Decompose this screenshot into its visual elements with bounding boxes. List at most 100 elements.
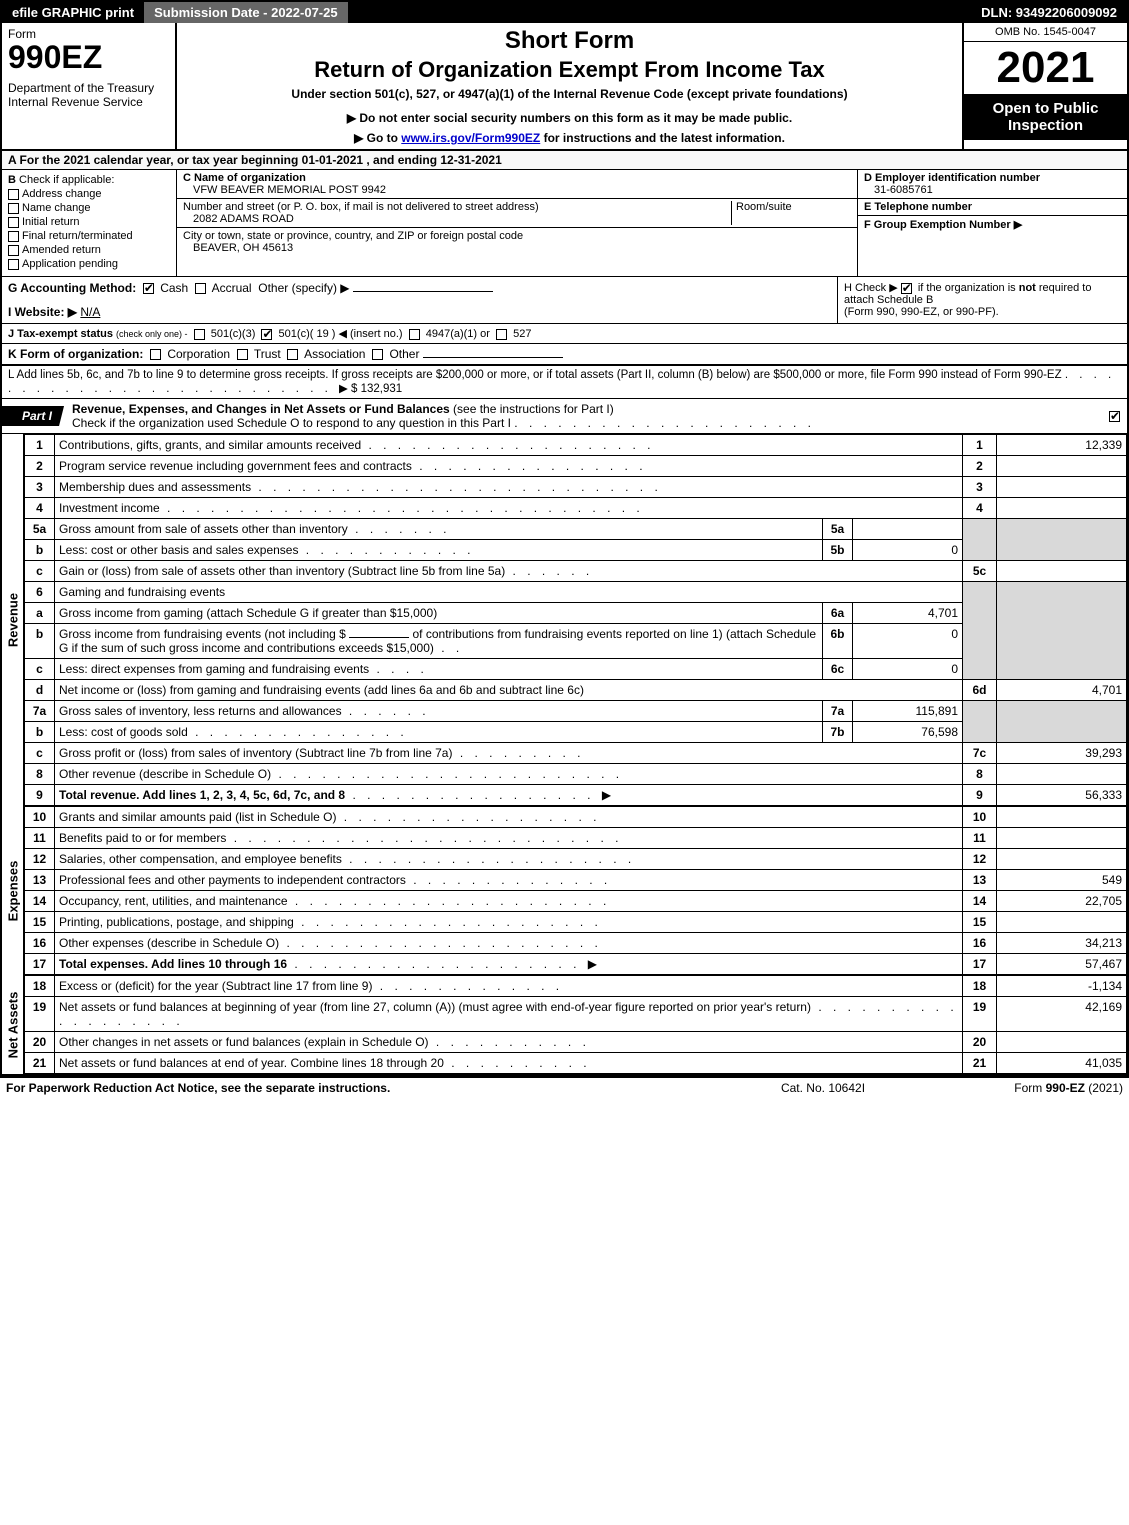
header-mid: Short Form Return of Organization Exempt… [177, 23, 962, 149]
netassets-side-label: Net Assets [2, 975, 24, 1074]
chk-4947[interactable] [409, 329, 420, 340]
chk-amended-return[interactable]: Amended return [8, 244, 170, 256]
form-number: 990EZ [8, 41, 169, 73]
netassets-block: Net Assets 18Excess or (deficit) for the… [2, 975, 1127, 1074]
line-13: 13Professional fees and other payments t… [25, 870, 1127, 891]
line-6c: cLess: direct expenses from gaming and f… [25, 659, 1127, 680]
goto-link[interactable]: www.irs.gov/Form990EZ [401, 131, 540, 145]
line-3: 3Membership dues and assessments . . . .… [25, 477, 1127, 498]
chk-trust[interactable] [237, 349, 248, 360]
line-7b: bLess: cost of goods sold . . . . . . . … [25, 722, 1127, 743]
omb-number: OMB No. 1545-0047 [964, 23, 1127, 42]
d-ein-value: 31-6085761 [864, 184, 1121, 196]
l-amount: $ 132,931 [351, 383, 402, 395]
chk-name-change[interactable]: Name change [8, 202, 170, 214]
chk-assoc[interactable] [287, 349, 298, 360]
line-l: L Add lines 5b, 6c, and 7b to line 9 to … [2, 366, 1127, 399]
expenses-table: 10Grants and similar amounts paid (list … [24, 806, 1127, 975]
revenue-table: 1Contributions, gifts, grants, and simil… [24, 434, 1127, 806]
part1-check[interactable] [1105, 409, 1127, 423]
b-label: B [8, 174, 16, 186]
chk-h[interactable] [901, 283, 912, 294]
c-name-label: C Name of organization [183, 172, 851, 184]
chk-other-org[interactable] [372, 349, 383, 360]
g-other-input[interactable] [353, 291, 493, 292]
part1-label: Part I [2, 406, 64, 426]
revenue-side-label: Revenue [2, 434, 24, 806]
chk-501c3[interactable] [194, 329, 205, 340]
line-6b: bGross income from fundraising events (n… [25, 624, 1127, 659]
d-ein-label: D Employer identification number [864, 172, 1121, 184]
chk-corp[interactable] [150, 349, 161, 360]
dept-label: Department of the Treasury Internal Reve… [8, 81, 169, 109]
header-left: Form 990EZ Department of the Treasury In… [2, 23, 177, 149]
efile-label: efile GRAPHIC print [2, 2, 144, 23]
line-5b: bLess: cost or other basis and sales exp… [25, 540, 1127, 561]
street-label: Number and street (or P. O. box, if mail… [183, 201, 731, 213]
line-7c: cGross profit or (loss) from sales of in… [25, 743, 1127, 764]
line-12: 12Salaries, other compensation, and empl… [25, 849, 1127, 870]
footer-right: Form 990-EZ (2021) [923, 1081, 1123, 1095]
chk-address-change[interactable]: Address change [8, 188, 170, 200]
goto-post: for instructions and the latest informat… [540, 131, 785, 145]
section-c: C Name of organization VFW BEAVER MEMORI… [177, 170, 857, 276]
line-4: 4Investment income . . . . . . . . . . .… [25, 498, 1127, 519]
chk-501c[interactable] [261, 329, 272, 340]
line-a: A For the 2021 calendar year, or tax yea… [2, 151, 1127, 170]
line-16: 16Other expenses (describe in Schedule O… [25, 933, 1127, 954]
line-7a: 7aGross sales of inventory, less returns… [25, 701, 1127, 722]
footer: For Paperwork Reduction Act Notice, see … [0, 1076, 1129, 1098]
chk-initial-return[interactable]: Initial return [8, 216, 170, 228]
b-check-if: Check if applicable: [19, 174, 114, 186]
footer-left: For Paperwork Reduction Act Notice, see … [6, 1081, 723, 1095]
line-15: 15Printing, publications, postage, and s… [25, 912, 1127, 933]
line-g: G Accounting Method: Cash Accrual Other … [2, 277, 837, 323]
chk-cash[interactable] [143, 283, 154, 294]
street-value: 2082 ADAMS ROAD [183, 213, 731, 225]
part1-title: Revenue, Expenses, and Changes in Net As… [72, 399, 1105, 433]
section-b: B Check if applicable: Address change Na… [2, 170, 177, 276]
line-h: H Check ▶ if the organization is not req… [837, 277, 1127, 323]
goto-pre: ▶ Go to [354, 131, 401, 145]
line-18: 18Excess or (deficit) for the year (Subt… [25, 976, 1127, 997]
f-group-label: F Group Exemption Number ▶ [864, 218, 1121, 231]
line-5a: 5aGross amount from sale of assets other… [25, 519, 1127, 540]
line-14: 14Occupancy, rent, utilities, and mainte… [25, 891, 1127, 912]
room-label: Room/suite [736, 201, 851, 213]
line-j: J Tax-exempt status (check only one) - 5… [2, 324, 1127, 344]
g-label: G Accounting Method: [8, 281, 136, 295]
city-label: City or town, state or province, country… [183, 230, 851, 242]
revenue-block: Revenue 1Contributions, gifts, grants, a… [2, 434, 1127, 806]
chk-accrual[interactable] [195, 283, 206, 294]
submission-date: Submission Date - 2022-07-25 [144, 2, 348, 23]
line-9: 9Total revenue. Add lines 1, 2, 3, 4, 5c… [25, 785, 1127, 806]
dln-label: DLN: 93492206009092 [971, 2, 1127, 23]
line-6d: dNet income or (loss) from gaming and fu… [25, 680, 1127, 701]
e-phone-label: E Telephone number [864, 201, 1121, 213]
goto-line: ▶ Go to www.irs.gov/Form990EZ for instru… [185, 131, 954, 145]
line-2: 2Program service revenue including gover… [25, 456, 1127, 477]
line-19: 19Net assets or fund balances at beginni… [25, 997, 1127, 1032]
header-right: OMB No. 1545-0047 2021 Open to Public In… [962, 23, 1127, 149]
expenses-block: Expenses 10Grants and similar amounts pa… [2, 806, 1127, 975]
header-row: Form 990EZ Department of the Treasury In… [2, 23, 1127, 151]
city-value: BEAVER, OH 45613 [183, 242, 851, 254]
ssn-warning: ▶ Do not enter social security numbers o… [185, 111, 954, 125]
line-6: 6Gaming and fundraising events [25, 582, 1127, 603]
netassets-table: 18Excess or (deficit) for the year (Subt… [24, 975, 1127, 1074]
return-title: Return of Organization Exempt From Incom… [185, 57, 954, 83]
footer-center: Cat. No. 10642I [723, 1081, 923, 1095]
line-8: 8Other revenue (describe in Schedule O) … [25, 764, 1127, 785]
chk-final-return[interactable]: Final return/terminated [8, 230, 170, 242]
tax-year: 2021 [964, 42, 1127, 94]
chk-application-pending[interactable]: Application pending [8, 258, 170, 270]
line-20: 20Other changes in net assets or fund ba… [25, 1032, 1127, 1053]
line-5c: cGain or (loss) from sale of assets othe… [25, 561, 1127, 582]
chk-527[interactable] [496, 329, 507, 340]
line-6a: aGross income from gaming (attach Schedu… [25, 603, 1127, 624]
line-k: K Form of organization: Corporation Trus… [2, 344, 1127, 366]
section-bcdef: B Check if applicable: Address change Na… [2, 170, 1127, 277]
section-gh: G Accounting Method: Cash Accrual Other … [2, 277, 1127, 324]
k-other-input[interactable] [423, 357, 563, 358]
section-def: D Employer identification number 31-6085… [857, 170, 1127, 276]
